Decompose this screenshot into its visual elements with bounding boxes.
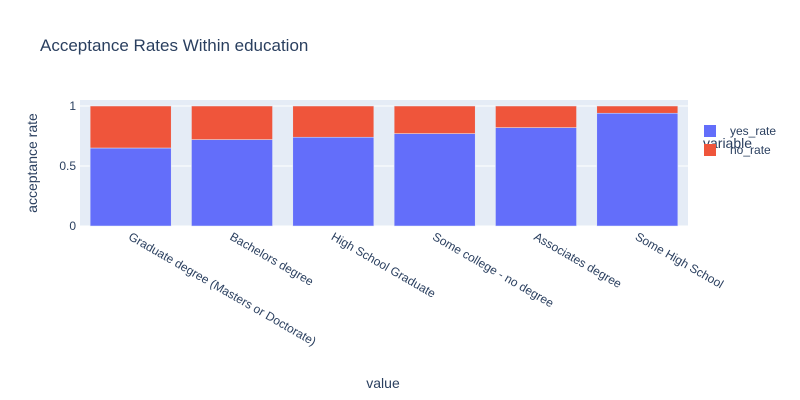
- x-tick-label: High School Graduate: [329, 229, 439, 300]
- y-tick-label: 0: [69, 219, 76, 233]
- x-tick-label: Associates degree: [532, 229, 625, 291]
- bar-no-rate: [393, 105, 476, 134]
- bar-yes-rate: [292, 136, 375, 227]
- x-axis-title: value: [366, 375, 400, 391]
- bars: [89, 105, 679, 227]
- legend-swatch: [704, 125, 716, 137]
- x-axis-ticks: Graduate degree (Masters or Doctorate)Ba…: [126, 229, 726, 348]
- legend-label: yes_rate: [730, 124, 776, 138]
- bar-yes-rate: [191, 139, 273, 227]
- bar-no-rate: [596, 105, 679, 114]
- y-axis-title: acceptance rate: [24, 113, 40, 213]
- bar-no-rate: [191, 105, 273, 140]
- y-tick-label: 1: [69, 99, 76, 113]
- bar-yes-rate: [596, 112, 679, 227]
- legend-swatch: [704, 144, 716, 156]
- legend-label: no_rate: [730, 143, 771, 157]
- chart-title: Acceptance Rates Within education: [40, 36, 308, 55]
- bar-yes-rate: [393, 133, 476, 227]
- gridlines: [80, 105, 688, 227]
- x-tick-label: Graduate degree (Masters or Doctorate): [126, 229, 318, 348]
- bar-yes-rate: [89, 147, 172, 227]
- bar-yes-rate: [495, 127, 577, 227]
- bar-no-rate: [89, 105, 172, 149]
- plot-area: [80, 100, 688, 226]
- bar-no-rate: [495, 105, 577, 128]
- x-tick-label: Some High School: [633, 229, 726, 291]
- bar-no-rate: [292, 105, 375, 138]
- x-tick-label: Bachelors degree: [228, 229, 317, 288]
- y-axis-ticks: 00.51: [59, 99, 76, 233]
- y-tick-label: 0.5: [59, 159, 76, 173]
